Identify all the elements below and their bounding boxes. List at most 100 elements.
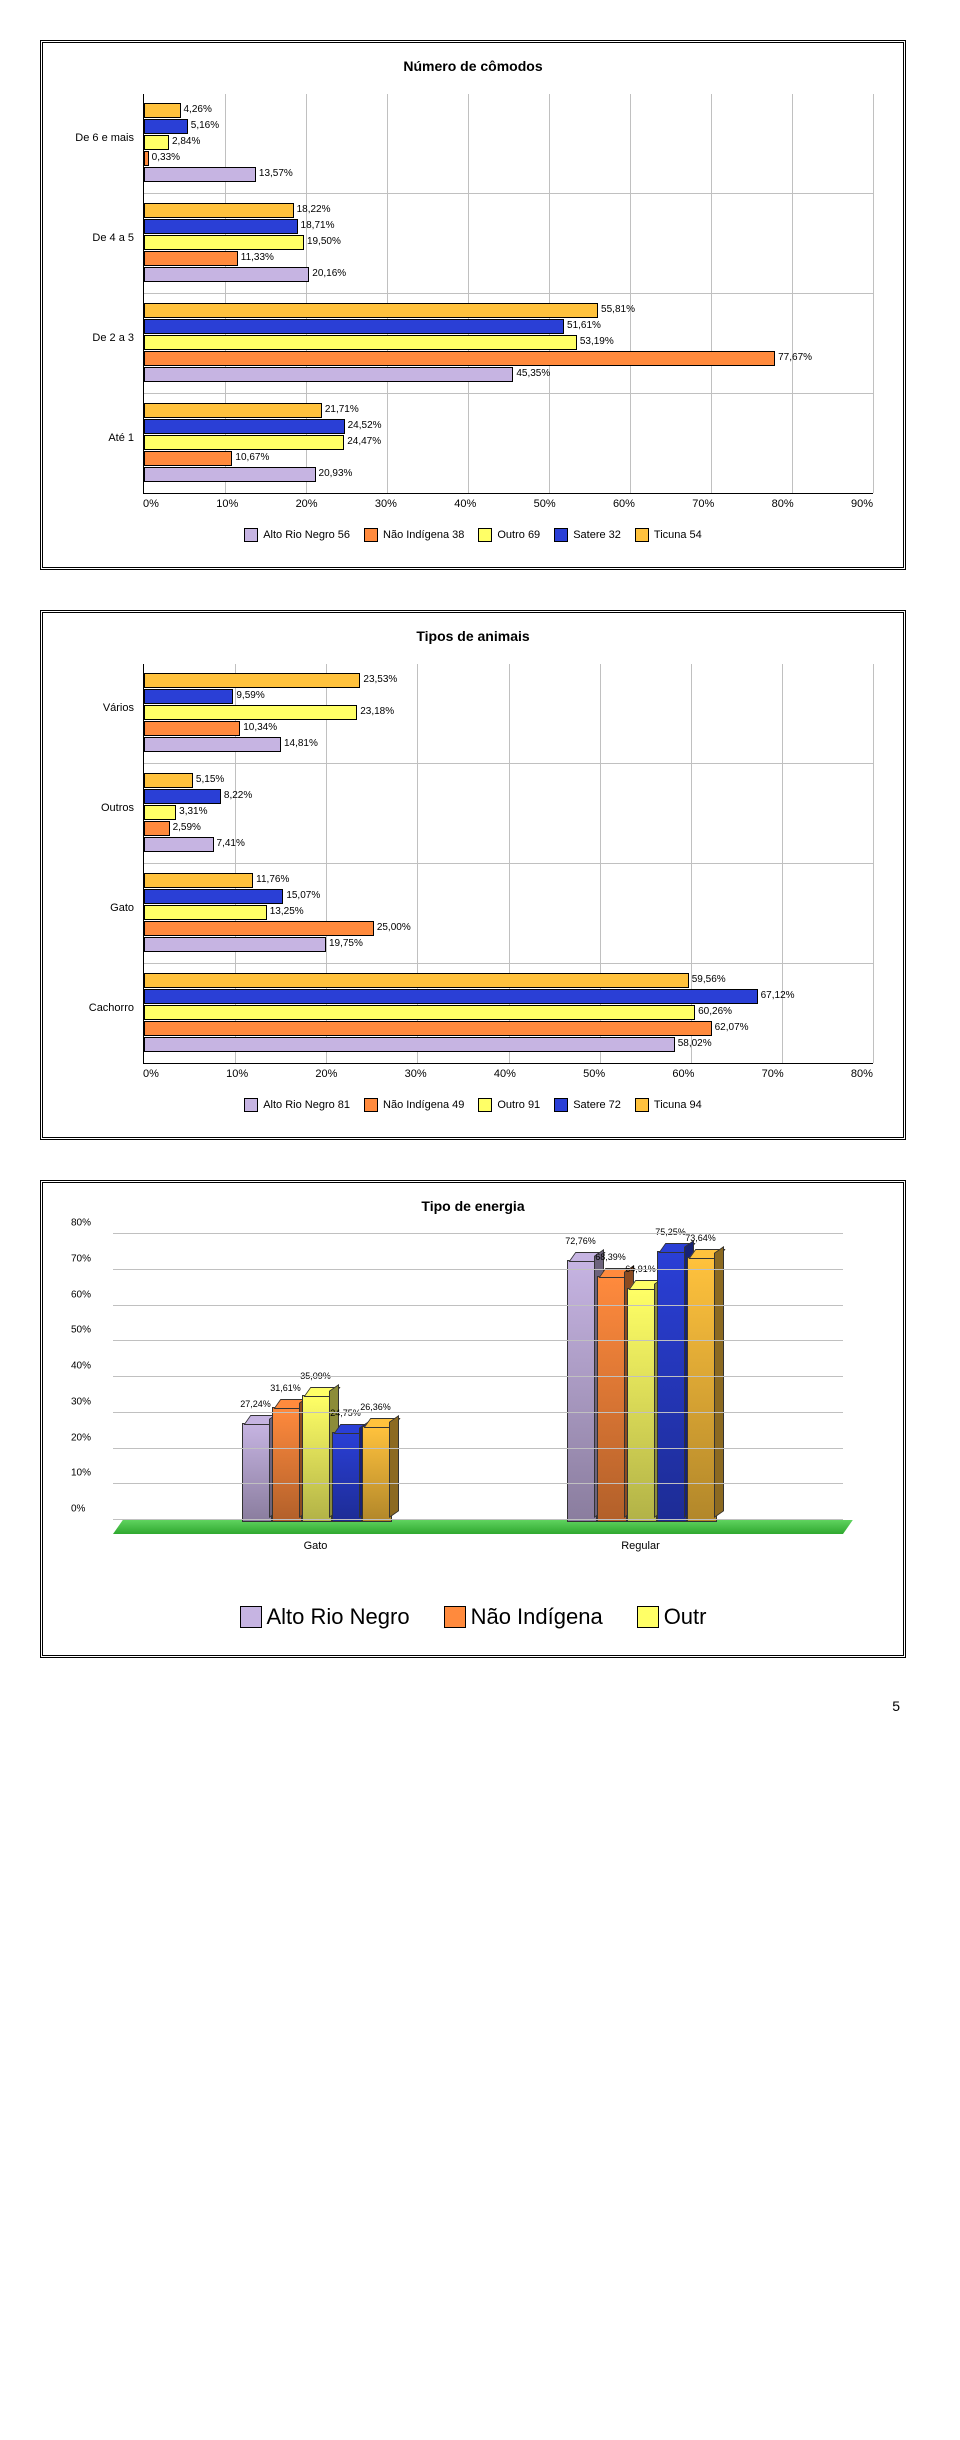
- vbar-group-label: Regular: [621, 1540, 660, 1552]
- legend-label: Alto Rio Negro 81: [263, 1099, 350, 1111]
- legend: Alto Rio Negro 56Não Indígena 38Outro 69…: [63, 528, 883, 542]
- hbar-value-label: 23,18%: [360, 706, 394, 717]
- hbar-bar: 19,75%: [144, 937, 326, 952]
- hbar-value-label: 45,35%: [516, 368, 550, 379]
- x-tick: 50%: [534, 498, 556, 510]
- legend-item: Ticuna 94: [635, 1098, 702, 1112]
- hbar-value-label: 13,57%: [259, 168, 293, 179]
- x-axis: 0%10%20%30%40%50%60%70%80%90%: [143, 498, 873, 510]
- vbar-value-label: 26,36%: [360, 1402, 391, 1412]
- legend-label: Não Indígena 38: [383, 529, 464, 541]
- hbar-bar: 20,16%: [144, 267, 309, 282]
- hbar-group-label: Cachorro: [59, 1002, 134, 1014]
- legend-item: Não Indígena 38: [364, 528, 464, 542]
- legend-item: Outro 91: [478, 1098, 540, 1112]
- x-tick: 80%: [772, 498, 794, 510]
- hbar-group: 59,56%67,12%60,26%62,07%58,02%Cachorro: [144, 964, 873, 1063]
- hbar-value-label: 24,52%: [348, 420, 382, 431]
- vbar-value-label: 75,25%: [655, 1227, 686, 1237]
- legend-label: Alto Rio Negro: [267, 1604, 410, 1630]
- legend-swatch: [478, 528, 492, 542]
- legend-swatch: [444, 1606, 466, 1628]
- vbar-column: 27,24%: [242, 1423, 270, 1520]
- vbar-column: 24,75%: [332, 1432, 360, 1520]
- legend-label: Não Indígena: [471, 1604, 603, 1630]
- vbar-plot: 27,24%31,61%35,09%24,75%26,36%Gato72,76%…: [113, 1234, 843, 1554]
- vbar-value-label: 27,24%: [240, 1399, 271, 1409]
- hbar-value-label: 5,16%: [191, 120, 219, 131]
- hbar-value-label: 60,26%: [698, 1006, 732, 1017]
- legend-item: Satere 32: [554, 528, 621, 542]
- hbar-value-label: 5,15%: [196, 774, 224, 785]
- hbar-value-label: 2,59%: [173, 822, 201, 833]
- vbar-column: 75,25%: [657, 1251, 685, 1520]
- hbar-bar: 2,84%: [144, 135, 169, 150]
- hbar-value-label: 19,50%: [307, 236, 341, 247]
- hbar-bar: 13,25%: [144, 905, 267, 920]
- hbar-bar: 20,93%: [144, 467, 316, 482]
- hbar-value-label: 3,31%: [179, 806, 207, 817]
- legend-item: Satere 72: [554, 1098, 621, 1112]
- x-tick: 0%: [143, 498, 159, 510]
- hbar-value-label: 21,71%: [325, 404, 359, 415]
- legend: Alto Rio NegroNão IndígenaOutr: [63, 1604, 883, 1630]
- hbar-bar: 18,22%: [144, 203, 294, 218]
- hbar-bar: 13,57%: [144, 167, 256, 182]
- x-tick: 70%: [692, 498, 714, 510]
- x-tick: 60%: [613, 498, 635, 510]
- hbar-plot: 4,26%5,16%2,84%0,33%13,57%De 6 e mais18,…: [143, 94, 873, 494]
- hbar-bar: 5,15%: [144, 773, 193, 788]
- hbar-value-label: 11,76%: [256, 874, 289, 885]
- y-tick: 0%: [71, 1504, 85, 1515]
- y-tick: 70%: [71, 1253, 91, 1264]
- vbar-group: 27,24%31,61%35,09%24,75%26,36%Gato: [242, 1234, 390, 1520]
- legend-swatch: [240, 1606, 262, 1628]
- hbar-bar: 15,07%: [144, 889, 283, 904]
- vbar-groups: 27,24%31,61%35,09%24,75%26,36%Gato72,76%…: [153, 1234, 803, 1520]
- hbar-plot: 23,53%9,59%23,18%10,34%14,81%Vários5,15%…: [143, 664, 873, 1064]
- hbar-group: 11,76%15,07%13,25%25,00%19,75%Gato: [144, 864, 873, 964]
- hbar-group-label: Vários: [59, 702, 134, 714]
- hbar-bar: 21,71%: [144, 403, 322, 418]
- vbar-group-label: Gato: [304, 1540, 328, 1552]
- hbar-value-label: 13,25%: [270, 906, 304, 917]
- legend-item: Alto Rio Negro 81: [244, 1098, 350, 1112]
- hbar-value-label: 18,71%: [301, 220, 335, 231]
- chart-title: Número de cômodos: [63, 58, 883, 74]
- chart-comodos: Número de cômodos 4,26%5,16%2,84%0,33%13…: [40, 40, 906, 570]
- hbar-group-label: Gato: [59, 902, 134, 914]
- x-tick: 30%: [405, 1068, 427, 1080]
- hbar-value-label: 23,53%: [363, 674, 397, 685]
- hbar-group-label: De 2 a 3: [59, 332, 134, 344]
- legend-swatch: [635, 1098, 649, 1112]
- hbar-value-label: 0,33%: [152, 152, 180, 163]
- hbar-group: 4,26%5,16%2,84%0,33%13,57%De 6 e mais: [144, 94, 873, 194]
- legend-label: Alto Rio Negro 56: [263, 529, 350, 541]
- hbar-value-label: 53,19%: [580, 336, 614, 347]
- hbar-value-label: 7,41%: [217, 838, 245, 849]
- legend-item: Alto Rio Negro: [240, 1604, 410, 1630]
- hbar-bar: 45,35%: [144, 367, 513, 382]
- vbar-value-label: 68,39%: [595, 1252, 626, 1262]
- chart-title: Tipos de animais: [63, 628, 883, 644]
- hbar-bar: 51,61%: [144, 319, 564, 334]
- hbar-group-label: De 4 a 5: [59, 232, 134, 244]
- legend-item: Não Indígena 49: [364, 1098, 464, 1112]
- vbar-column: 73,64%: [687, 1257, 715, 1520]
- legend-swatch: [554, 528, 568, 542]
- vbar-column: 26,36%: [362, 1426, 390, 1520]
- hbar-value-label: 15,07%: [286, 890, 320, 901]
- hbar-value-label: 55,81%: [601, 304, 635, 315]
- hbar-bar: 0,33%: [144, 151, 149, 166]
- hbar-value-label: 2,84%: [172, 136, 200, 147]
- hbar-bar: 3,31%: [144, 805, 176, 820]
- hbar-value-label: 20,93%: [319, 468, 353, 479]
- hbar-value-label: 9,59%: [236, 690, 264, 701]
- x-axis: 0%10%20%30%40%50%60%70%80%: [143, 1068, 873, 1080]
- y-tick: 30%: [71, 1396, 91, 1407]
- hbar-bar: 77,67%: [144, 351, 775, 366]
- legend-swatch: [364, 528, 378, 542]
- hbar-value-label: 20,16%: [312, 268, 346, 279]
- hbar-group: 55,81%51,61%53,19%77,67%45,35%De 2 a 3: [144, 294, 873, 394]
- hbar-bar: 55,81%: [144, 303, 598, 318]
